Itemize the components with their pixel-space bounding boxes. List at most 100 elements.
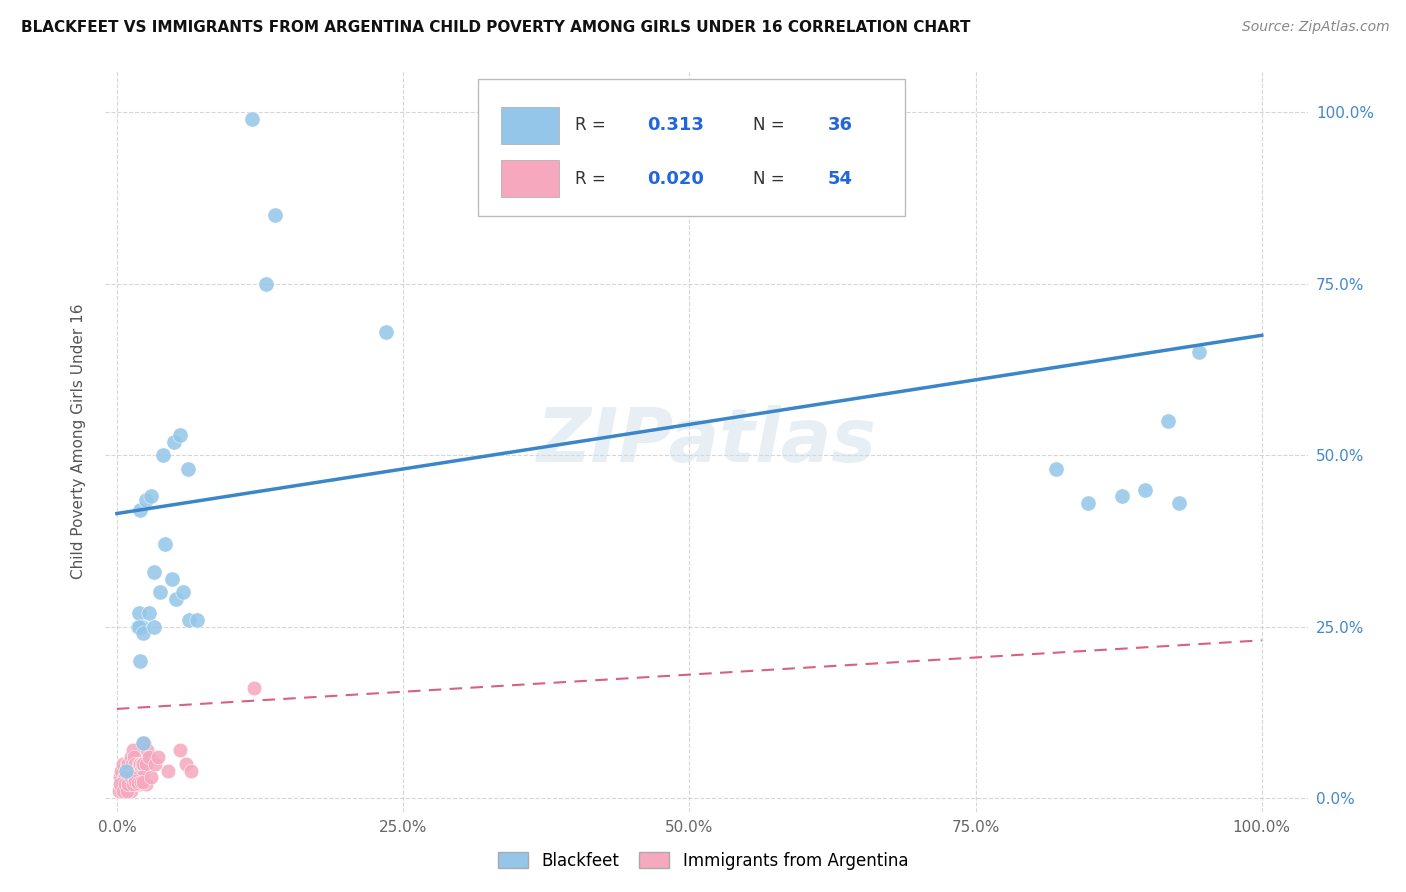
Point bbox=[254, 277, 277, 291]
Point bbox=[127, 776, 149, 790]
Point bbox=[169, 427, 191, 442]
Bar bbox=[501, 107, 558, 144]
Point bbox=[1111, 489, 1133, 503]
Point bbox=[124, 756, 146, 771]
Point bbox=[115, 784, 138, 798]
Text: BLACKFEET VS IMMIGRANTS FROM ARGENTINA CHILD POVERTY AMONG GIRLS UNDER 16 CORREL: BLACKFEET VS IMMIGRANTS FROM ARGENTINA C… bbox=[21, 20, 970, 35]
Point bbox=[127, 771, 149, 785]
Point bbox=[264, 208, 287, 222]
Point bbox=[134, 736, 156, 750]
Point bbox=[117, 777, 139, 791]
Point bbox=[131, 619, 153, 633]
Point bbox=[174, 756, 197, 771]
Point bbox=[122, 777, 145, 791]
Point bbox=[160, 572, 183, 586]
Point bbox=[128, 606, 150, 620]
Text: 0.020: 0.020 bbox=[648, 169, 704, 187]
Y-axis label: Child Poverty Among Girls Under 16: Child Poverty Among Girls Under 16 bbox=[72, 304, 86, 579]
Point bbox=[118, 764, 141, 778]
Point bbox=[128, 654, 150, 668]
Point bbox=[122, 743, 145, 757]
Point bbox=[120, 784, 142, 798]
Point bbox=[112, 771, 135, 785]
Text: R =: R = bbox=[575, 169, 612, 187]
Point bbox=[153, 537, 176, 551]
Point bbox=[186, 613, 208, 627]
Point bbox=[1168, 496, 1191, 510]
Point bbox=[122, 750, 145, 764]
Point bbox=[110, 771, 132, 785]
Point bbox=[128, 756, 150, 771]
Point bbox=[128, 756, 150, 771]
Point bbox=[132, 736, 155, 750]
Point bbox=[142, 619, 165, 633]
Point bbox=[121, 756, 143, 771]
Point bbox=[128, 619, 150, 633]
Point bbox=[1077, 496, 1099, 510]
Point bbox=[169, 743, 191, 757]
Point bbox=[131, 771, 153, 785]
Point bbox=[135, 756, 157, 771]
Point bbox=[177, 613, 200, 627]
Point bbox=[115, 764, 138, 778]
Legend: Blackfeet, Immigrants from Argentina: Blackfeet, Immigrants from Argentina bbox=[491, 846, 915, 877]
Point bbox=[165, 592, 187, 607]
Point bbox=[146, 750, 169, 764]
Text: R =: R = bbox=[575, 117, 612, 135]
Text: 36: 36 bbox=[828, 117, 853, 135]
Point bbox=[125, 764, 148, 778]
Point bbox=[131, 756, 153, 771]
Point bbox=[157, 764, 180, 778]
Point bbox=[163, 434, 186, 449]
Point bbox=[1188, 345, 1211, 359]
Point bbox=[128, 503, 150, 517]
Point bbox=[111, 756, 134, 771]
Point bbox=[124, 773, 146, 788]
Point bbox=[122, 777, 145, 791]
Point bbox=[115, 756, 138, 771]
Point bbox=[110, 777, 132, 791]
Point bbox=[142, 565, 165, 579]
Point bbox=[240, 112, 263, 127]
Point bbox=[149, 585, 172, 599]
Point bbox=[135, 777, 157, 791]
Point bbox=[129, 764, 152, 778]
Point bbox=[115, 764, 138, 778]
Point bbox=[111, 777, 134, 791]
Point bbox=[138, 606, 160, 620]
Point bbox=[177, 462, 200, 476]
Text: Source: ZipAtlas.com: Source: ZipAtlas.com bbox=[1241, 20, 1389, 34]
Point bbox=[135, 743, 157, 757]
Point bbox=[108, 784, 131, 798]
Point bbox=[114, 771, 136, 785]
Point bbox=[114, 777, 136, 791]
Bar bbox=[501, 161, 558, 197]
Text: ZIPatlas: ZIPatlas bbox=[537, 405, 876, 478]
Point bbox=[135, 492, 157, 507]
Point bbox=[132, 626, 155, 640]
Point bbox=[152, 448, 174, 462]
Point bbox=[132, 756, 155, 771]
Point bbox=[1133, 483, 1156, 497]
Point bbox=[111, 784, 134, 798]
Text: 0.313: 0.313 bbox=[648, 117, 704, 135]
Point bbox=[110, 764, 132, 778]
Point bbox=[129, 774, 152, 789]
Point bbox=[1045, 462, 1067, 476]
FancyBboxPatch shape bbox=[478, 78, 905, 216]
Point bbox=[127, 619, 149, 633]
Point bbox=[143, 756, 166, 771]
Point bbox=[180, 764, 202, 778]
Point bbox=[138, 750, 160, 764]
Point bbox=[120, 771, 142, 785]
Point bbox=[132, 775, 155, 789]
Point bbox=[172, 585, 194, 599]
Point bbox=[114, 777, 136, 791]
Point bbox=[243, 681, 266, 696]
Text: 54: 54 bbox=[828, 169, 853, 187]
Point bbox=[374, 325, 396, 339]
Text: N =: N = bbox=[754, 117, 790, 135]
Text: N =: N = bbox=[754, 169, 790, 187]
Point bbox=[141, 489, 163, 503]
Point bbox=[1157, 414, 1180, 428]
